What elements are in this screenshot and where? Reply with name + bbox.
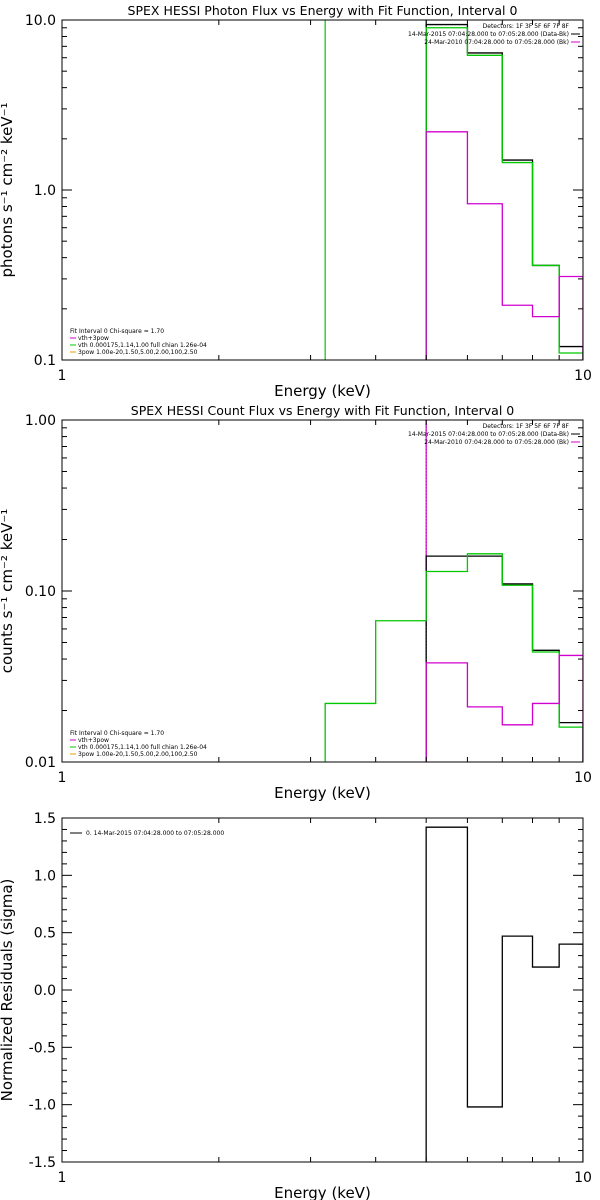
x-axis-label: Energy (keV) <box>274 784 371 802</box>
legend-bottom-entry: 3pow 1.00e-20,1.50,5.00,2.00,100,2.50 <box>78 751 198 758</box>
y-tick-label: -0.5 <box>29 1040 56 1056</box>
x-tick-label: 1 <box>58 368 67 384</box>
series-step-line <box>324 553 583 762</box>
series-0 <box>425 23 583 360</box>
y-tick-label: 0.01 <box>25 755 56 771</box>
legend-bottom-entry: Fit Interval 0 Chi-square = 1.70 <box>70 730 164 737</box>
series-step-line <box>425 27 583 360</box>
y-axis-label: counts s⁻¹ cm⁻² keV⁻¹ <box>0 509 16 674</box>
plot-area <box>324 420 583 762</box>
x-tick-label: 10 <box>574 770 592 786</box>
x-axis-label: Energy (keV) <box>274 1184 371 1200</box>
chart-1: 1 10 0.01 0.10 1.00 SPEX HESSI Count Flux vs … <box>0 403 592 802</box>
y-axis-label: Normalized Residuals (sigma) <box>0 879 16 1102</box>
plot-frame <box>61 419 584 763</box>
series-0 <box>425 555 583 762</box>
series-step-line <box>425 555 583 762</box>
y-tick-label: 10.0 <box>25 13 56 29</box>
series-2 <box>425 131 583 360</box>
legend-bottom-entry: vth+3pow <box>78 335 109 342</box>
x-tick-label: 1 <box>58 1170 67 1186</box>
y-tick-label: 1.0 <box>34 868 56 884</box>
series-step-line <box>425 131 583 360</box>
y-axis-label: photons s⁻¹ cm⁻² keV⁻¹ <box>0 103 16 278</box>
plot-area <box>324 20 583 360</box>
series-step-line <box>425 826 583 1162</box>
legend-bottom-entry: Fit Interval 0 Chi-square = 1.70 <box>70 328 164 335</box>
y-tick-label: -1.5 <box>29 1155 56 1171</box>
series-2 <box>425 654 583 762</box>
series-1 <box>425 27 583 360</box>
x-tick-label: 10 <box>574 1170 592 1186</box>
plot-frame <box>61 817 584 1163</box>
series-step-line <box>425 654 583 762</box>
series-0 <box>425 826 583 1162</box>
x-axis-label: Energy (keV) <box>274 382 371 400</box>
plot-frame <box>61 19 584 361</box>
series-step-line <box>425 23 583 360</box>
legend-bottom-entry: vth 0.000175,1.14,1.00 full chian 1.26e-… <box>78 342 207 349</box>
legend-top-entry: 24-Mar-2010 07:04:28.000 to 07:05:28.000… <box>424 39 569 46</box>
chart-2: 1 10 -1.5 -1.0 -0.5 0.0 0.5 1.0 1.5 Energy (keV) N… <box>0 811 592 1200</box>
y-tick-label: 0.10 <box>25 584 56 600</box>
legend-bottom-entry: vth+3pow <box>78 737 109 744</box>
legend-top-entry: Detectors: 1F 3F 5F 6F 7F 8F <box>483 423 570 430</box>
legend-top-entry: 14-Mar-2015 07:04:28.000 to 07:05:28.000… <box>408 31 569 38</box>
y-tick-label: 0.0 <box>34 983 56 999</box>
chart-0: 1 10 0.1 1.0 10.0 SPEX HESSI Photon Flux vs E… <box>0 3 592 400</box>
y-tick-label: 1.0 <box>34 183 56 199</box>
chart-title: SPEX HESSI Photon Flux vs Energy with Fi… <box>128 3 518 18</box>
y-tick-label: 1.00 <box>25 413 56 429</box>
legend-top-entry: 14-Mar-2015 07:04:28.000 to 07:05:28.000… <box>408 431 569 438</box>
legend-bottom-entry: 3pow 1.00e-20,1.50,5.00,2.00,100,2.50 <box>78 349 198 356</box>
y-tick-label: 1.5 <box>34 811 56 827</box>
legend-top-entry: 24-Mar-2010 07:04:28.000 to 07:05:28.000… <box>424 439 569 446</box>
y-tick-label: 0.5 <box>34 926 56 942</box>
plot-area <box>425 826 583 1162</box>
series-1 <box>324 553 583 762</box>
chart-title: SPEX HESSI Count Flux vs Energy with Fit… <box>131 403 514 418</box>
legend-top-entry: Detectors: 1F 3F 5F 6F 7F 8F <box>483 23 570 30</box>
x-tick-label: 10 <box>574 368 592 384</box>
legend-bottom-entry: vth 0.000175,1.14,1.00 full chian 1.26e-… <box>78 744 207 751</box>
y-tick-label: -1.0 <box>29 1098 56 1114</box>
legend-entry: 0. 14-Mar-2015 07:04:28.000 to 07:05:28.… <box>86 830 224 837</box>
x-tick-label: 1 <box>58 770 67 786</box>
y-tick-label: 0.1 <box>34 353 56 369</box>
